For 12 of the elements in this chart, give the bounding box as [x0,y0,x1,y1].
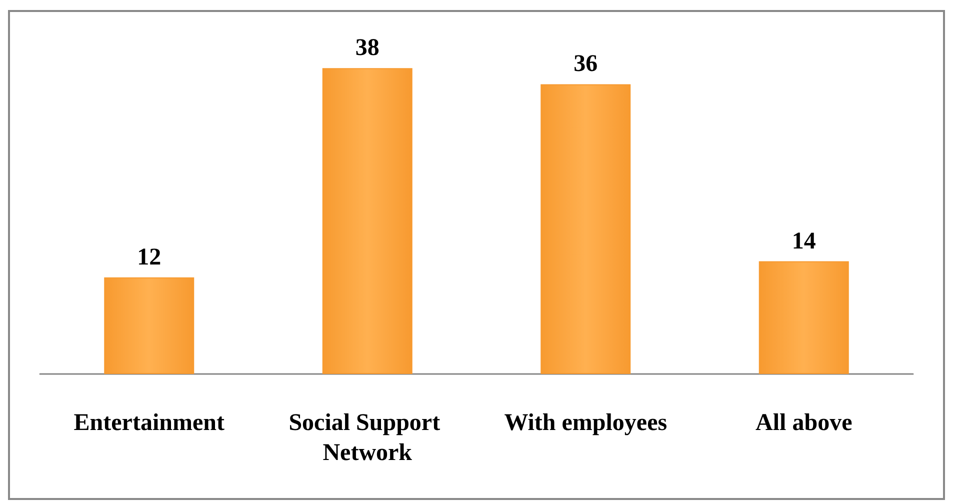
bar [540,84,631,374]
x-tick-label: Entertainment [74,410,224,436]
x-tick-label: Social Support Network [288,410,446,466]
data-label: 36 [574,51,598,78]
data-label: 14 [792,228,816,254]
bar [104,277,194,374]
x-tick-label: With employees [504,410,668,436]
x-tick-label: All above [756,410,853,436]
data-label: 38 [355,35,380,62]
bar [758,261,849,374]
data-label: 12 [137,244,162,270]
bar [322,68,412,374]
